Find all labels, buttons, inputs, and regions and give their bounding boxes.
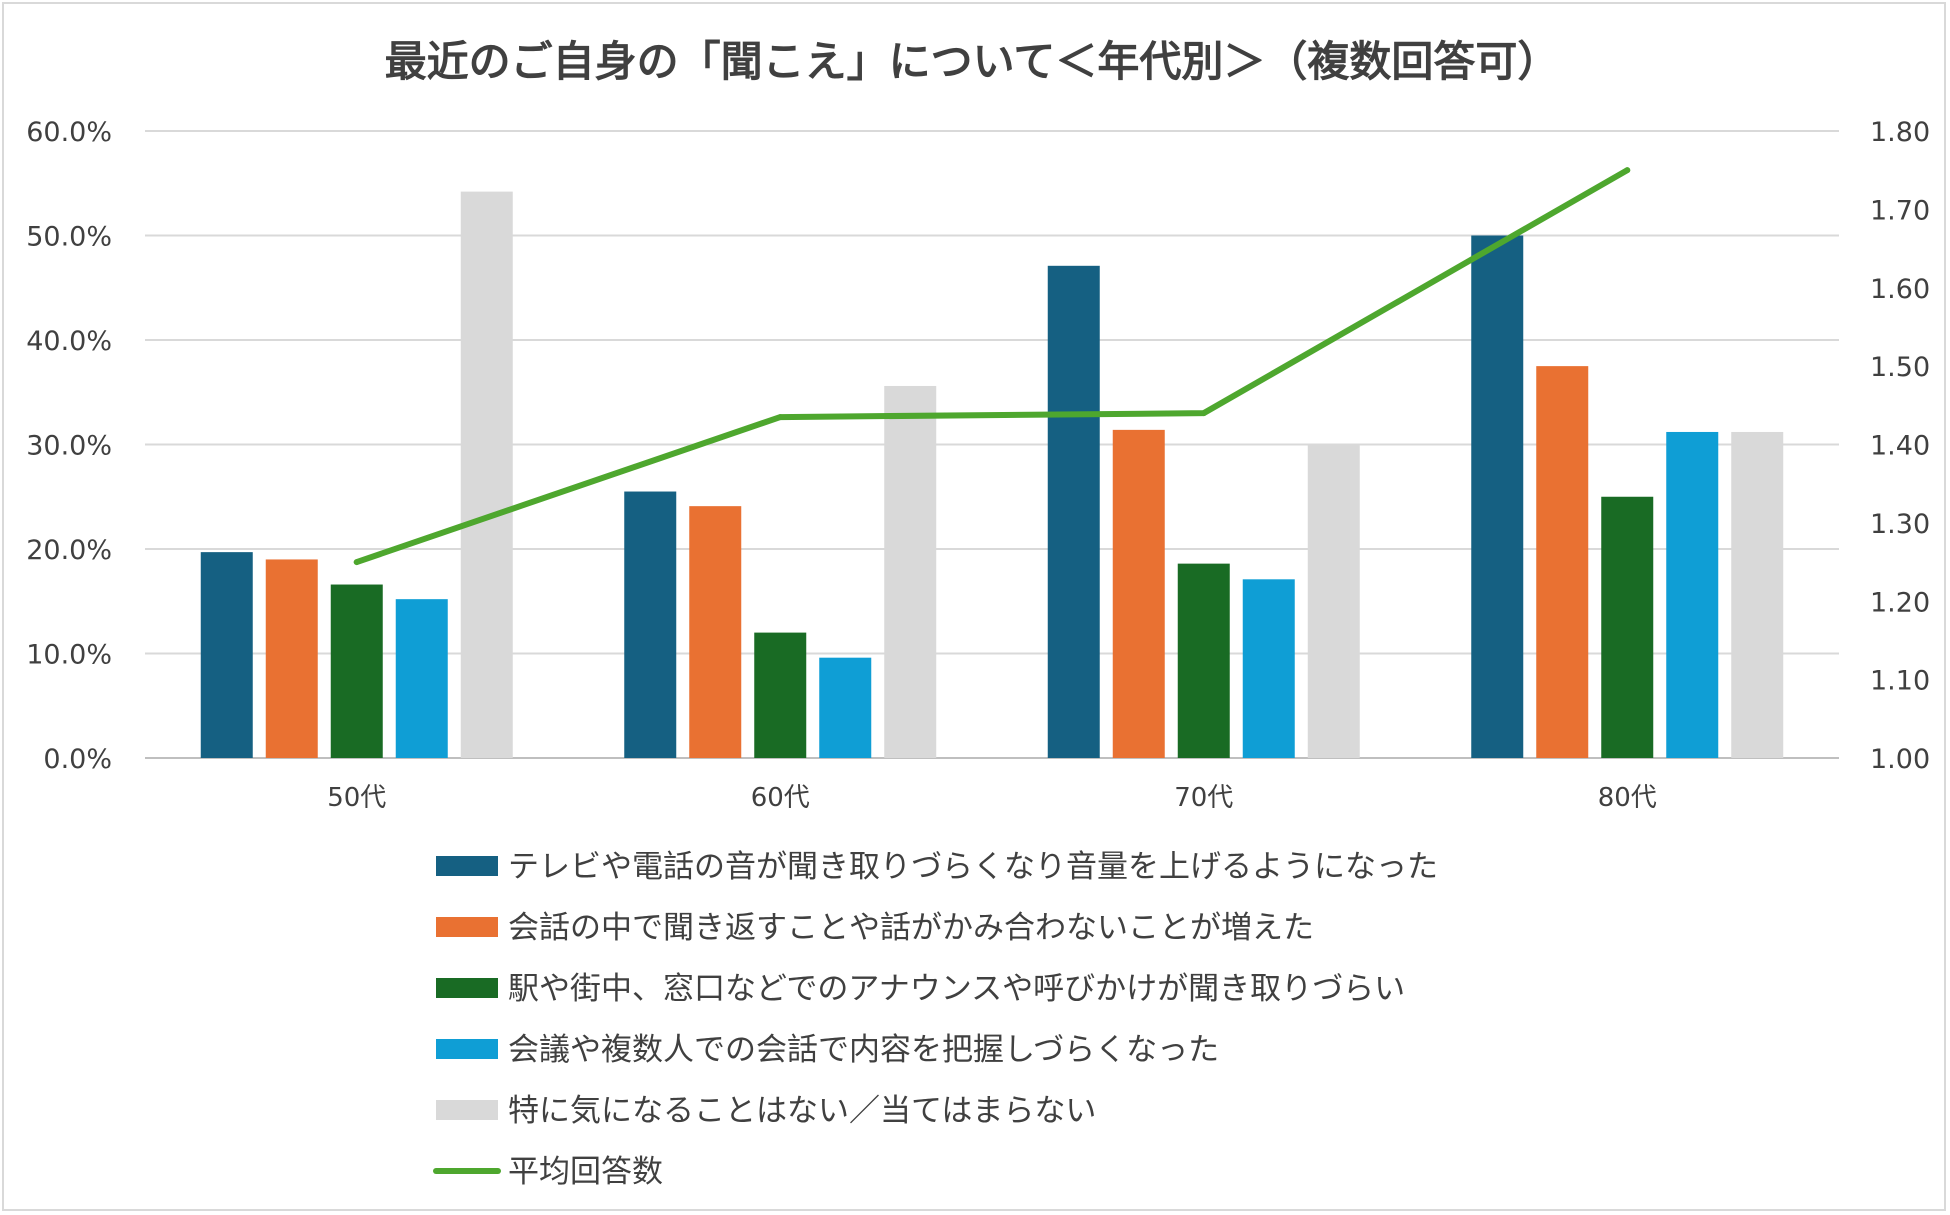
- bar: [1177, 563, 1230, 758]
- y-left-tick-label: 40.0%: [26, 326, 112, 357]
- bar: [884, 385, 937, 758]
- bar: [1047, 265, 1100, 758]
- x-category-label: 80代: [1598, 783, 1657, 813]
- bar: [1242, 579, 1295, 758]
- bar: [1536, 366, 1589, 758]
- bar: [1112, 429, 1165, 758]
- bar: [819, 657, 872, 758]
- bar: [1471, 235, 1524, 758]
- legend-label: 会議や複数人での会話で内容を把握しづらくなった: [508, 1032, 1219, 1068]
- chart-title: 最近のご自身の「聞こえ」について＜年代別＞（複数回答可）: [385, 37, 1560, 86]
- y-right-tick-label: 1.20: [1870, 587, 1930, 618]
- x-axis-categories: 50代 60代 70代 80代: [327, 783, 1657, 813]
- bar: [460, 191, 513, 759]
- average-line-point: [1624, 167, 1631, 174]
- bar: [1601, 496, 1654, 758]
- legend: テレビや電話の音が聞き取りづらくなり音量を上げるようになった会話の中で聞き返すこ…: [433, 849, 1438, 1190]
- y-left-tick-label: 20.0%: [26, 535, 112, 566]
- legend-swatch: [436, 856, 498, 876]
- average-line-point: [1200, 410, 1207, 417]
- bar: [1731, 431, 1784, 758]
- bar: [689, 506, 742, 758]
- y-left-tick-label: 10.0%: [26, 640, 112, 671]
- average-line-point: [353, 559, 360, 566]
- y-left-tick-label: 0.0%: [43, 744, 112, 775]
- legend-swatch: [436, 978, 498, 998]
- legend-swatch: [436, 917, 498, 937]
- y-left-tick-label: 50.0%: [26, 222, 112, 253]
- legend-label: 特に気になることはない／当てはまらない: [508, 1093, 1096, 1129]
- average-line: [353, 167, 1631, 566]
- bar: [624, 491, 677, 758]
- y-right-tick-label: 1.30: [1870, 509, 1930, 540]
- y-left-tick-label: 30.0%: [26, 431, 112, 462]
- bars: [200, 191, 1784, 759]
- legend-swatch: [436, 1100, 498, 1120]
- y-right-tick-label: 1.70: [1870, 195, 1930, 226]
- average-line-path: [353, 167, 1631, 566]
- legend-label: テレビや電話の音が聞き取りづらくなり音量を上げるようになった: [508, 849, 1438, 885]
- y-right-tick-label: 1.50: [1870, 352, 1930, 383]
- legend-label: 駅や街中、窓口などでのアナウンスや呼びかけが聞き取りづらい: [508, 971, 1405, 1007]
- bar: [200, 552, 253, 758]
- y-right-tick-label: 1.60: [1870, 274, 1930, 305]
- bar: [265, 559, 318, 758]
- bar: [330, 584, 383, 758]
- bar: [395, 599, 448, 758]
- legend-label: 会話の中で聞き返すことや話がかみ合わないことが増えた: [508, 910, 1314, 946]
- y-right-tick-label: 1.40: [1870, 431, 1930, 462]
- y-left-tick-label: 60.0%: [26, 117, 112, 148]
- y-right-tick-label: 1.80: [1870, 117, 1930, 148]
- y-right-tick-label: 1.10: [1870, 666, 1930, 697]
- chart-canvas: 最近のご自身の「聞こえ」について＜年代別＞（複数回答可） 0.0% 10.0% 20…: [26, 37, 1930, 1190]
- right-axis: 1.00 1.10 1.20 1.30 1.40 1.50 1.60 1.70 1.80: [1870, 117, 1930, 775]
- bar: [1666, 431, 1719, 758]
- average-line-point: [777, 414, 784, 421]
- x-category-label: 70代: [1174, 783, 1233, 813]
- bar: [1307, 444, 1360, 758]
- legend-label: 平均回答数: [508, 1154, 663, 1190]
- y-right-tick-label: 1.00: [1870, 744, 1930, 775]
- x-category-label: 50代: [327, 783, 386, 813]
- legend-swatch: [436, 1039, 498, 1059]
- bar: [754, 632, 807, 758]
- left-axis: 0.0% 10.0% 20.0% 30.0% 40.0% 50.0% 60.0%: [26, 117, 112, 775]
- x-category-label: 60代: [751, 783, 810, 813]
